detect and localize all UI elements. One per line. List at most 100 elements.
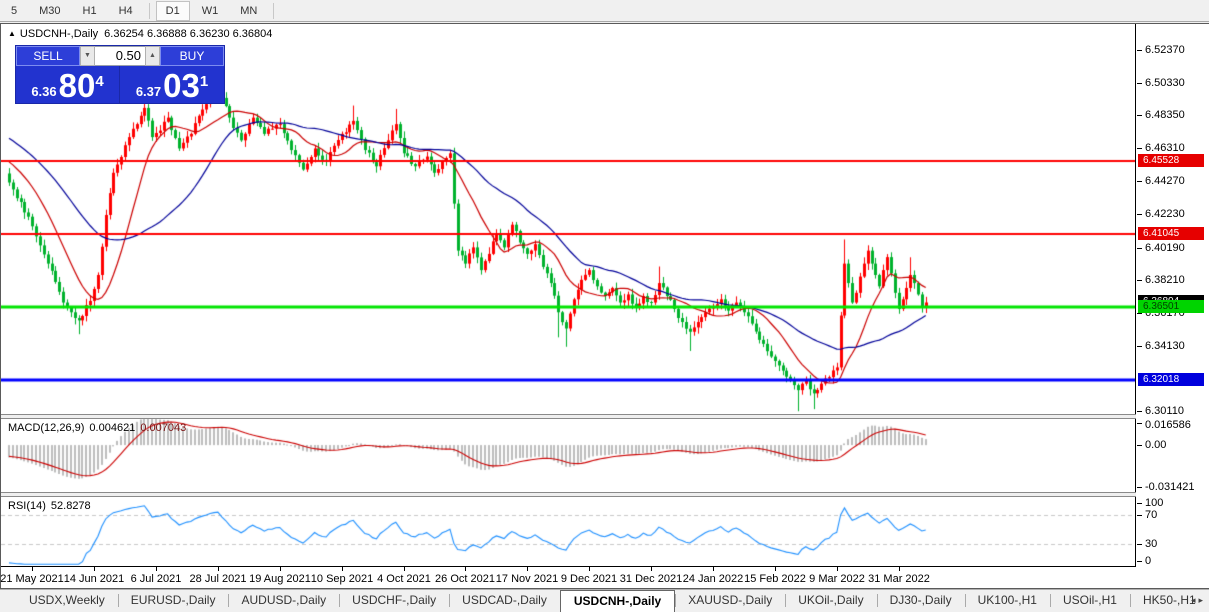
chart-tab-audusd-daily[interactable]: AUDUSD-,Daily <box>228 590 339 612</box>
rsi-value: 52.8278 <box>50 500 91 512</box>
price-tick-label: 6.40190 <box>1145 242 1185 254</box>
axis-tick-mark <box>1137 313 1142 314</box>
toolbar-separator <box>273 2 275 19</box>
chart-tab-usdcnh-daily[interactable]: USDCNH-,Daily <box>559 590 676 612</box>
buy-price-pip: 1 <box>199 73 209 90</box>
price-axis[interactable]: 6.52370 6.50330 6.48350 6.46310 6.44270 6.422… <box>1137 24 1209 588</box>
chart-tab-bar: USDX,Weekly EURUSD-,Daily AUDUSD-,Daily USD… <box>0 589 1209 612</box>
chart-tab-usoil-h1[interactable]: USOil-,H1 <box>1049 590 1130 612</box>
chart-tab-xauusd-daily[interactable]: XAUUSD-,Daily <box>675 590 785 612</box>
date-tick-label: 31 Mar 2022 <box>868 573 930 585</box>
chart-tab-usdcad-daily[interactable]: USDCAD-,Daily <box>449 590 560 612</box>
macd-tick-label: 0.00 <box>1145 439 1167 451</box>
axis-tick-mark <box>1137 503 1142 504</box>
macd-main-value: 0.004621 <box>89 422 136 434</box>
date-tick-label: 28 Jul 2021 <box>189 573 247 585</box>
axis-tick-mark <box>1137 346 1142 347</box>
chart-tab-ukoil-daily[interactable]: UKOil-,Daily <box>785 590 876 612</box>
macd-canvas[interactable] <box>1 419 1135 492</box>
volume-control: ▼ 0.50 ▲ <box>80 46 160 66</box>
buy-button[interactable]: BUY <box>160 46 224 66</box>
volume-decrease-icon[interactable]: ▼ <box>80 46 95 66</box>
date-tick-mark <box>94 567 95 571</box>
date-axis[interactable]: 21 May 2021 14 Jun 2021 6 Jul 2021 28 Jul 2… <box>0 566 1136 588</box>
date-tick-label: 31 Dec 2021 <box>619 573 683 585</box>
chart-tab-dj30-daily[interactable]: DJ30-,Daily <box>876 590 965 612</box>
axis-tick-mark <box>1137 181 1142 182</box>
price-tick-label: 6.46310 <box>1145 142 1185 154</box>
date-tick-mark <box>589 567 590 571</box>
timeframe-button-5[interactable]: 5 <box>11 4 18 17</box>
date-tick-mark <box>218 567 219 571</box>
rsi-tick-label: 100 <box>1145 497 1164 509</box>
one-click-trade-panel: SELL ▼ 0.50 ▲ BUY 6.36 80 4 6.37 03 1 <box>15 45 225 104</box>
tab-scroll-arrows-icon[interactable]: ◂▸ <box>1190 595 1206 605</box>
price-tick-label: 6.38210 <box>1145 274 1185 286</box>
chart-title: ▲ USDCNH-,Daily 6.36254 6.36888 6.36230 6.… <box>8 28 272 40</box>
price-tick-label: 6.48350 <box>1145 109 1185 121</box>
date-tick-mark <box>465 567 466 571</box>
axis-tick-mark <box>1137 83 1142 84</box>
chart-tab-uk100-h1[interactable]: UK100-,H1 <box>964 590 1050 612</box>
date-tick-label: 4 Oct 2021 <box>377 573 431 585</box>
axis-tick-mark <box>1137 515 1142 516</box>
chart-plot-area[interactable]: 21 May 2021 14 Jun 2021 6 Jul 2021 28 Jul 2… <box>0 24 1136 588</box>
timeframe-button-mn[interactable]: MN <box>240 4 258 17</box>
panel-separator[interactable] <box>1 492 1136 497</box>
buy-price-prefix: 6.37 <box>135 84 162 99</box>
date-tick-label: 9 Mar 2022 <box>809 573 865 585</box>
sell-price-prefix: 6.36 <box>31 84 57 99</box>
axis-tick-mark <box>1137 248 1142 249</box>
price-tick-label: 6.42230 <box>1145 208 1185 220</box>
date-tick-label: 14 Jun 2021 <box>63 573 125 585</box>
date-tick-label: 19 Aug 2021 <box>249 573 311 585</box>
axis-tick-mark <box>1137 487 1142 488</box>
date-tick-label: 17 Nov 2021 <box>495 573 559 585</box>
chart-tab-hk50-h1[interactable]: HK50-,H1 <box>1129 590 1209 612</box>
macd-name: MACD(12,26,9) <box>8 422 85 434</box>
price-tick-label: 6.34130 <box>1145 340 1185 352</box>
timeframe-button-h1[interactable]: H1 <box>82 4 97 17</box>
price-tick-label: 6.52370 <box>1145 44 1185 56</box>
volume-input[interactable]: 0.50 <box>95 46 145 66</box>
rsi-tick-label: 30 <box>1145 538 1158 550</box>
date-tick-mark <box>713 567 714 571</box>
sell-button[interactable]: SELL <box>16 46 80 66</box>
axis-tick-mark <box>1137 115 1142 116</box>
price-tick-label: 6.44270 <box>1145 175 1185 187</box>
chart-tab-eurusd-daily[interactable]: EURUSD-,Daily <box>117 590 229 612</box>
date-tick-mark <box>280 567 281 571</box>
timeframe-button-w1[interactable]: W1 <box>201 4 219 17</box>
date-tick-label: 15 Feb 2022 <box>744 573 806 585</box>
timeframe-button-d1[interactable]: D1 <box>155 0 190 21</box>
date-tick-mark <box>342 567 343 571</box>
axis-tick-mark <box>1137 411 1142 412</box>
axis-tick-mark <box>1137 445 1142 446</box>
rsi-tick-label: 70 <box>1145 509 1158 521</box>
chart-tab-usdx-weekly[interactable]: USDX,Weekly <box>29 593 105 607</box>
date-tick-label: 9 Dec 2021 <box>560 573 618 585</box>
date-tick-mark <box>651 567 652 571</box>
volume-increase-icon[interactable]: ▲ <box>145 46 160 66</box>
macd-signal-value: 0.007043 <box>140 422 187 434</box>
date-tick-label: 26 Oct 2021 <box>435 573 495 585</box>
chart-symbol-label: USDCNH-,Daily <box>19 28 99 40</box>
date-tick-mark <box>775 567 776 571</box>
buy-price-big: 03 <box>163 67 200 104</box>
toolbar-separator <box>148 2 150 19</box>
axis-tick-mark <box>1137 423 1142 424</box>
timeframe-button-h4[interactable]: H4 <box>118 4 133 17</box>
axis-tick-mark <box>1137 561 1142 562</box>
panel-separator[interactable] <box>1 414 1136 419</box>
date-tick-label: 24 Jan 2022 <box>682 573 744 585</box>
rsi-canvas[interactable] <box>1 497 1135 566</box>
macd-tick-label: -0.031421 <box>1145 481 1195 493</box>
date-tick-mark <box>899 567 900 571</box>
date-tick-label: 6 Jul 2021 <box>130 573 182 585</box>
sell-price[interactable]: 6.36 80 4 <box>16 66 120 103</box>
buy-price[interactable]: 6.37 03 1 <box>120 66 224 103</box>
chart-tab-usdchf-daily[interactable]: USDCHF-,Daily <box>339 590 449 612</box>
collapse-panel-icon[interactable]: ▲ <box>8 29 16 38</box>
timeframe-button-m30[interactable]: M30 <box>39 4 61 17</box>
